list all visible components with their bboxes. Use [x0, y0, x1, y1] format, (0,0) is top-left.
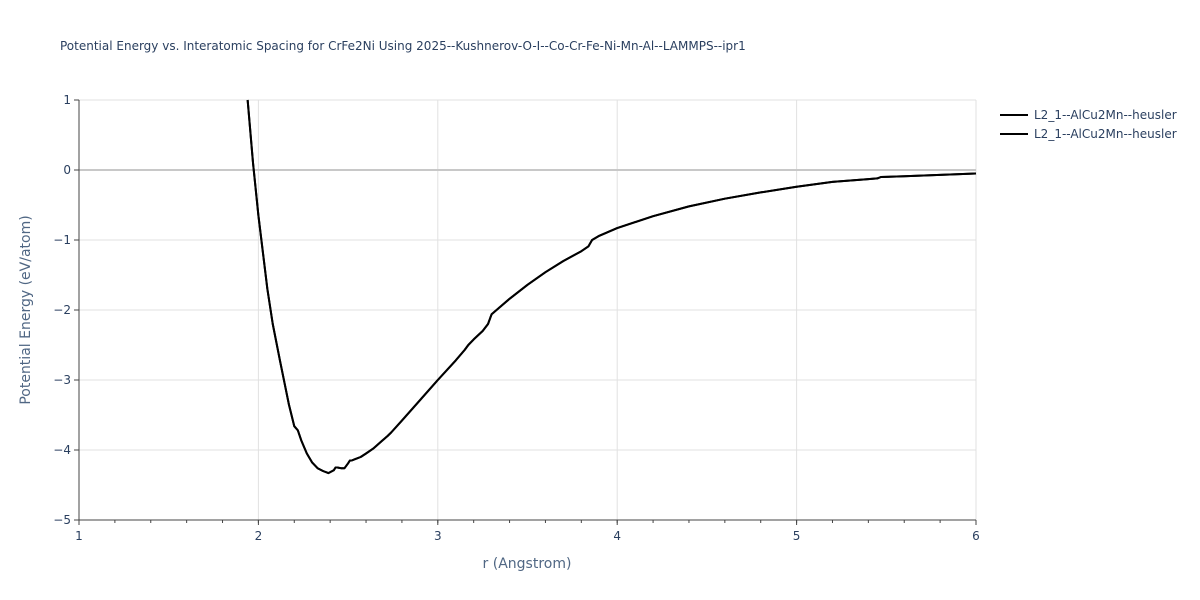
- x-tick-label: 3: [434, 529, 442, 543]
- tick-labels: 1 2 3 4 5 6 1 0 −1 −2 −3 −4 −5: [53, 93, 980, 543]
- legend: L2_1--AlCu2Mn--heusler L2_1--AlCu2Mn--he…: [1000, 108, 1177, 141]
- series-lines: [246, 99, 977, 475]
- y-tick-label: −2: [53, 303, 71, 317]
- x-tick-label: 2: [255, 529, 263, 543]
- grid-lines: [79, 99, 977, 520]
- chart-title: Potential Energy vs. Interatomic Spacing…: [60, 39, 746, 53]
- y-axis-title: Potential Energy (eV/atom): [18, 215, 34, 404]
- series-line-1: [246, 99, 977, 475]
- x-axis-title: r (Angstrom): [483, 556, 572, 572]
- y-tick-label: −3: [53, 373, 71, 387]
- x-tick-label: 4: [613, 529, 621, 543]
- y-tick-label: −4: [53, 443, 71, 457]
- x-tick-label: 1: [75, 529, 83, 543]
- y-tick-label: 1: [63, 93, 71, 107]
- y-tick-label: 0: [63, 163, 71, 177]
- x-tick-label: 5: [793, 529, 801, 543]
- y-tick-label: −1: [53, 233, 71, 247]
- series-line-2: [246, 99, 977, 475]
- legend-entry-2[interactable]: L2_1--AlCu2Mn--heusler: [1034, 127, 1177, 141]
- y-tick-label: −5: [53, 513, 71, 527]
- x-tick-label: 6: [972, 529, 980, 543]
- legend-entry-1[interactable]: L2_1--AlCu2Mn--heusler: [1034, 108, 1177, 122]
